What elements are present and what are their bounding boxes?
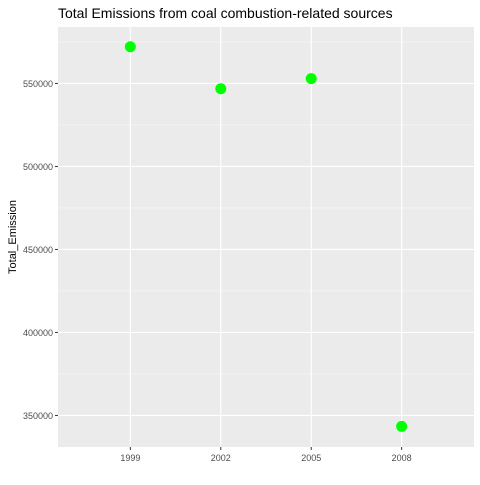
x-tick-label: 1999 [120, 453, 140, 463]
x-axis: 1999 2002 2005 2008 [120, 447, 412, 463]
y-axis-label: Total_Emission [7, 200, 19, 274]
y-axis: 350000 400000 450000 500000 550000 [23, 79, 58, 421]
data-point [124, 41, 136, 53]
data-point [396, 420, 408, 432]
data-point [215, 83, 227, 95]
y-tick-label: 450000 [23, 245, 53, 255]
plot-panel [58, 27, 474, 447]
data-point [305, 73, 317, 85]
x-tick-label: 2002 [211, 453, 231, 463]
x-tick-label: 2005 [301, 453, 321, 463]
grid-lines [58, 27, 474, 447]
chart-title: Total Emissions from coal combustion-rel… [58, 5, 393, 21]
x-tick-label: 2008 [392, 453, 412, 463]
y-tick-label: 350000 [23, 411, 53, 421]
data-points [124, 41, 408, 432]
y-tick-label: 550000 [23, 79, 53, 89]
y-tick-label: 500000 [23, 162, 53, 172]
y-tick-label: 400000 [23, 328, 53, 338]
